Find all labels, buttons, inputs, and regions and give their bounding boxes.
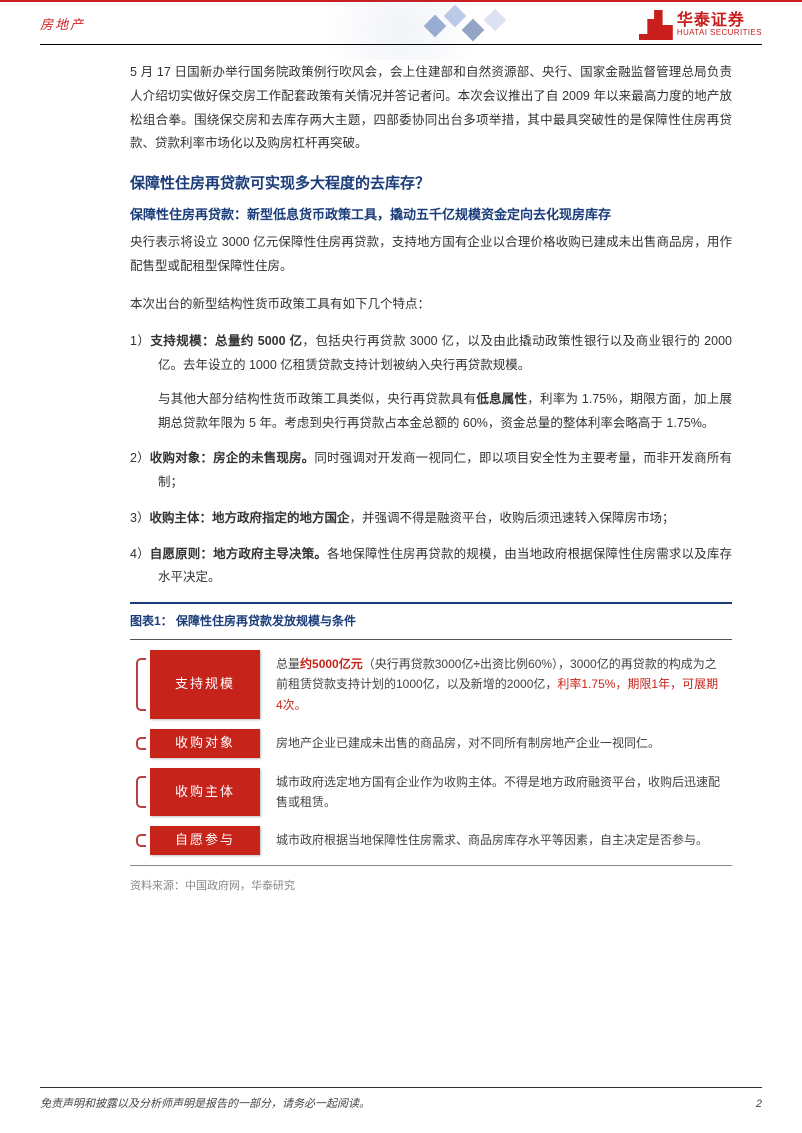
list-item-2: 2）收购对象：房企的未售现房。同时强调对开发商一视同仁，即以项目安全性为主要考量… [130,447,732,495]
li1-sub-a: 与其他大部分结构性货币政策工具类似，央行再贷款具有 [158,392,476,406]
figure-source: 资料来源：中国政府网，华泰研究 [130,876,732,897]
footer-disclaimer: 免责声明和披露以及分析师声明是报告的一部分，请务必一起阅读。 [40,1094,370,1115]
logo-text-en: HUATAI SECURITIES [677,29,762,38]
list-item-4: 4）自愿原则：地方政府主导决策。各地保障性住房再贷款的规模，由当地政府根据保障性… [130,543,732,591]
figure-bottom-rule [130,865,732,866]
r1-mid1: （央行再贷款3000亿 [363,657,474,671]
tag-voluntary: 自愿参与 [150,826,260,854]
desc-target: 房地产企业已建成未出售的商品房，对不同所有制房地产企业一视同仁。 [260,729,732,757]
doc-category: 房地产 [40,13,85,38]
diagram-row-4: 自愿参与 城市政府根据当地保障性住房需求、商品房库存水平等因素，自主决定是否参与… [130,826,732,854]
page-footer: 免责声明和披露以及分析师声明是报告的一部分，请务必一起阅读。 2 [40,1087,762,1115]
tag-buyer: 收购主体 [150,768,260,817]
list-item-1: 1）支持规模：总量约 5000 亿，包括央行再贷款 3000 亿，以及由此撬动政… [130,330,732,435]
intro-paragraph: 5 月 17 日国新办举行国务院政策例行吹风会，会上住建部和自然资源部、央行、国… [130,61,732,156]
tag-target: 收购对象 [150,729,260,757]
bracket-icon [130,650,150,719]
li4-label: 自愿原则：地方政府主导决策。 [150,547,327,561]
bracket-icon [130,768,150,817]
diagram-row-3: 收购主体 城市政府选定地方国有企业作为收购主体。不得是地方政府融资平台，收购后迅… [130,768,732,817]
li1-subparagraph: 与其他大部分结构性货币政策工具类似，央行再贷款具有低息属性，利率为 1.75%，… [158,388,732,436]
page-header: 房地产 华泰证券 HUATAI SECURITIES [0,2,802,44]
section-lead: 央行表示将设立 3000 亿元保障性住房再贷款，支持地方国有企业以合理价格收购已… [130,231,732,279]
r1-hl1: 约5000亿元 [300,657,363,671]
desc-voluntary: 城市政府根据当地保障性住房需求、商品房库存水平等因素，自主决定是否参与。 [260,826,732,854]
li1-num: 1） [130,334,150,348]
desc-buyer: 城市政府选定地方国有企业作为收购主体。不得是地方政府融资平台，收购后迅速配售或租… [260,768,732,817]
li3-rest: ，并强调不得是融资平台，收购后须迅速转入保障房市场； [349,511,674,525]
figure-title: 图表1： 保障性住房再贷款发放规模与条件 [130,610,732,633]
figure-diagram: 支持规模 总量约5000亿元（央行再贷款3000亿÷出资比例60%），3000亿… [130,639,732,872]
li3-label: 收购主体：地方政府指定的地方国企 [149,511,349,525]
li1-sub-bold: 低息属性 [476,392,527,406]
section-sublead: 本次出台的新型结构性货币政策工具有如下几个特点： [130,293,732,317]
li2-num: 2） [130,451,150,465]
li4-num: 4） [130,547,150,561]
r4-text: 城市政府根据当地保障性住房需求、商品房库存水平等因素，自主决定是否参与。 [276,830,708,850]
r3-text: 城市政府选定地方国有企业作为收购主体。不得是地方政府融资平台，收购后迅速配售或租… [276,772,722,813]
section-heading-1: 保障性住房再贷款可实现多大程度的去库存？ [130,170,732,199]
r1-pre: 总量 [276,657,300,671]
logo-icon [639,10,673,40]
diagram-row-1: 支持规模 总量约5000亿元（央行再贷款3000亿÷出资比例60%），3000亿… [130,650,732,719]
section-heading-2: 保障性住房再贷款：新型低息货币政策工具，撬动五千亿规模资金定向去化现房库存 [130,203,732,228]
bracket-icon [130,826,150,854]
figure-title-rule [130,602,732,604]
logo-text-cn: 华泰证券 [677,12,762,30]
li3-num: 3） [130,511,149,525]
li1-label: 支持规模：总量约 5000 亿 [150,334,302,348]
desc-scale: 总量约5000亿元（央行再贷款3000亿÷出资比例60%），3000亿的再贷款的… [260,650,732,719]
bracket-icon [130,729,150,757]
main-content: 5 月 17 日国新办举行国务院政策例行吹风会，会上住建部和自然资源部、央行、国… [0,55,802,897]
diagram-row-2: 收购对象 房地产企业已建成未出售的商品房，对不同所有制房地产企业一视同仁。 [130,729,732,757]
list-item-3: 3）收购主体：地方政府指定的地方国企，并强调不得是融资平台，收购后须迅速转入保障… [130,507,732,531]
brand-logo: 华泰证券 HUATAI SECURITIES [639,10,762,40]
header-divider [40,44,762,45]
li2-label: 收购对象：房企的未售现房。 [150,451,315,465]
r2-text: 房地产企业已建成未出售的商品房，对不同所有制房地产企业一视同仁。 [276,733,660,753]
tag-scale: 支持规模 [150,650,260,719]
footer-page-number: 2 [756,1094,762,1115]
